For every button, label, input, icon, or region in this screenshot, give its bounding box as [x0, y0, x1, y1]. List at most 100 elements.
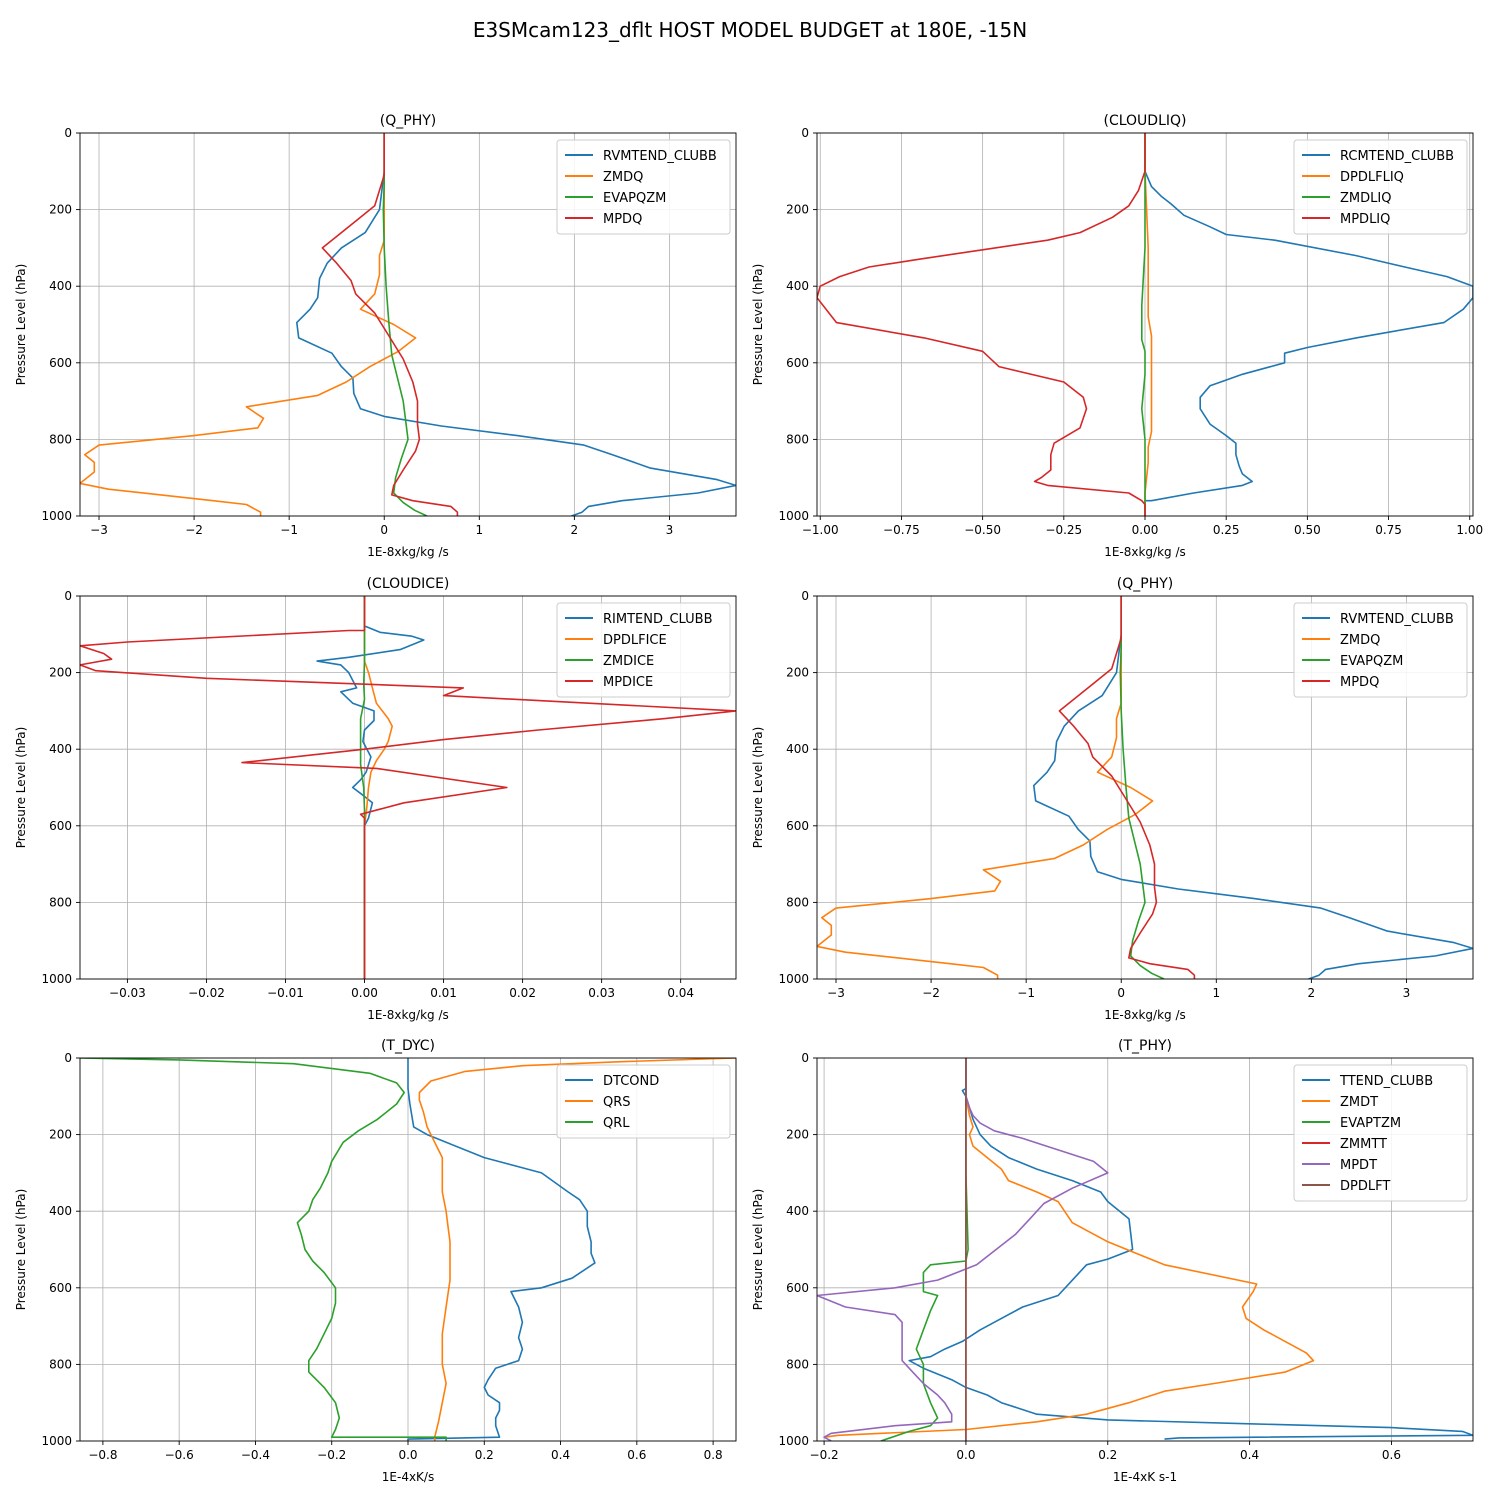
x-tick-label: 0.50	[1294, 523, 1321, 537]
x-tick-label: −0.8	[88, 1448, 117, 1462]
x-tick-label: −0.75	[883, 523, 920, 537]
series-line-zmdt	[823, 1058, 1315, 1438]
series-group	[817, 1058, 1473, 1441]
x-tick-label: 0.2	[475, 1448, 494, 1462]
panel-title: (Q_PHY)	[380, 113, 436, 129]
y-tick-label: 1000	[41, 972, 72, 986]
x-tick-label: 0.04	[667, 986, 694, 1000]
legend-entry: RVMTEND_CLUBB	[603, 149, 717, 164]
chart-panel: −3 −2 −1 0 1 2 3 0 200 400 600 800 1000 (Q_PHY) 1E-8xk…	[751, 576, 1474, 1022]
series-line-mpdice	[80, 596, 736, 979]
x-tick-label: 0.4	[551, 1448, 570, 1462]
series-line-mpdliq	[817, 133, 1146, 516]
legend-entry: RCMTEND_CLUBB	[1340, 149, 1454, 164]
series-line-qrs	[418, 1058, 736, 1441]
x-tick-label: −0.4	[241, 1448, 270, 1462]
y-tick-label: 200	[49, 666, 72, 680]
legend: DTCOND QRS QRL	[556, 1064, 731, 1139]
chart-panel: −0.03 −0.02 −0.01 0.00 0.01 0.02 0.03 0.04 0 200 4…	[14, 576, 737, 1022]
y-tick-label: 600	[786, 1281, 809, 1295]
legend-entry: DPDLFLIQ	[1340, 170, 1404, 185]
legend-box	[1293, 602, 1468, 698]
series-group	[80, 133, 736, 516]
panel-title: (Q_PHY)	[1117, 576, 1173, 592]
y-axis-label: Pressure Level (hPa)	[14, 727, 28, 849]
x-tick-label: 0.0	[956, 1448, 975, 1462]
y-tick-label: 1000	[41, 509, 72, 523]
x-tick-label: 0.0	[398, 1448, 417, 1462]
legend-entry: RIMTEND_CLUBB	[603, 612, 713, 627]
x-tick-label: −1	[1017, 986, 1035, 1000]
legend-entry: DTCOND	[603, 1074, 659, 1089]
legend-entry: DPDLFICE	[603, 633, 667, 648]
series-line-zmdice	[359, 596, 366, 979]
series-group	[817, 133, 1473, 516]
x-axis-label: 1E-8xkg/kg /s	[1104, 545, 1186, 559]
legend-entry: ZMDLIQ	[1340, 191, 1391, 206]
x-tick-label: 0	[1117, 986, 1125, 1000]
y-tick-label: 0	[801, 589, 809, 603]
legend-entry: ZMMTT	[1340, 1137, 1387, 1152]
legend-entry: MPDQ	[1340, 675, 1379, 690]
legend: RVMTEND_CLUBB ZMDQ EVAPQZM MPDQ	[1293, 602, 1468, 698]
series-line-zmdq	[817, 596, 1154, 979]
x-tick-label: 1	[475, 523, 483, 537]
x-tick-label: −2	[185, 523, 203, 537]
x-tick-label: 0.00	[351, 986, 378, 1000]
legend: RIMTEND_CLUBB DPDLFICE ZMDICE MPDICE	[556, 602, 731, 698]
x-tick-label: 0.03	[588, 986, 615, 1000]
x-axis-label: 1E-4xK/s	[382, 1470, 434, 1484]
x-tick-label: −1	[280, 523, 298, 537]
series-line-rimtend-clubb	[316, 596, 425, 979]
y-tick-label: 1000	[41, 1434, 72, 1448]
x-tick-label: −0.2	[810, 1448, 839, 1462]
y-tick-label: 600	[49, 356, 72, 370]
x-tick-label: 1.00	[1456, 523, 1483, 537]
chart-panel: −3 −2 −1 0 1 2 3 0 200 400 600 800 1000 (Q_PHY) 1E-8xk…	[14, 113, 737, 559]
legend-entry: EVAPQZM	[1340, 654, 1403, 669]
x-tick-label: −0.50	[964, 523, 1001, 537]
legend-box	[1293, 1064, 1468, 1202]
x-tick-label: −1.00	[802, 523, 839, 537]
y-tick-label: 0	[801, 126, 809, 140]
x-axis-label: 1E-8xkg/kg /s	[367, 545, 449, 559]
panel-title: (T_PHY)	[1118, 1038, 1172, 1054]
series-line-dpdlfliq	[1144, 133, 1153, 516]
x-tick-label: 3	[1403, 986, 1411, 1000]
panel-title: (CLOUDICE)	[367, 576, 450, 592]
series-line-rcmtend-clubb	[1144, 133, 1473, 516]
panel-title: (CLOUDLIQ)	[1104, 113, 1187, 129]
legend-entry: EVAPTZM	[1340, 1116, 1401, 1131]
x-tick-label: 0.75	[1375, 523, 1402, 537]
series-line-dpdlfice	[363, 596, 393, 979]
y-tick-label: 800	[786, 432, 809, 446]
series-line-mpdq	[1058, 596, 1196, 979]
y-tick-label: 400	[49, 742, 72, 756]
y-tick-label: 0	[64, 1051, 72, 1065]
series-line-mpdt	[817, 1058, 1109, 1441]
x-tick-label: 1	[1212, 986, 1220, 1000]
y-tick-label: 600	[49, 819, 72, 833]
y-tick-label: 0	[801, 1051, 809, 1065]
y-tick-label: 800	[786, 1357, 809, 1371]
y-tick-label: 200	[786, 203, 809, 217]
legend: TTEND_CLUBB ZMDT EVAPTZM ZMMTT MPDT DPDLFT	[1293, 1064, 1468, 1202]
y-tick-label: 1000	[778, 972, 809, 986]
series-line-zmdq	[80, 133, 417, 516]
series-group	[817, 596, 1473, 979]
x-tick-label: 0.00	[1132, 523, 1159, 537]
x-tick-label: −0.25	[1045, 523, 1082, 537]
x-tick-label: −0.02	[188, 986, 225, 1000]
y-tick-label: 400	[786, 279, 809, 293]
x-tick-label: 0.01	[430, 986, 457, 1000]
x-tick-label: −0.03	[109, 986, 146, 1000]
y-tick-label: 200	[786, 666, 809, 680]
y-tick-label: 800	[786, 895, 809, 909]
figure-title: E3SMcam123_dflt HOST MODEL BUDGET at 180…	[473, 18, 1027, 42]
x-tick-label: 2	[1308, 986, 1316, 1000]
legend-box	[556, 602, 731, 698]
y-tick-label: 1000	[778, 1434, 809, 1448]
series-line-dtcond	[407, 1058, 596, 1441]
y-tick-label: 600	[786, 819, 809, 833]
legend-entry: TTEND_CLUBB	[1339, 1074, 1433, 1089]
